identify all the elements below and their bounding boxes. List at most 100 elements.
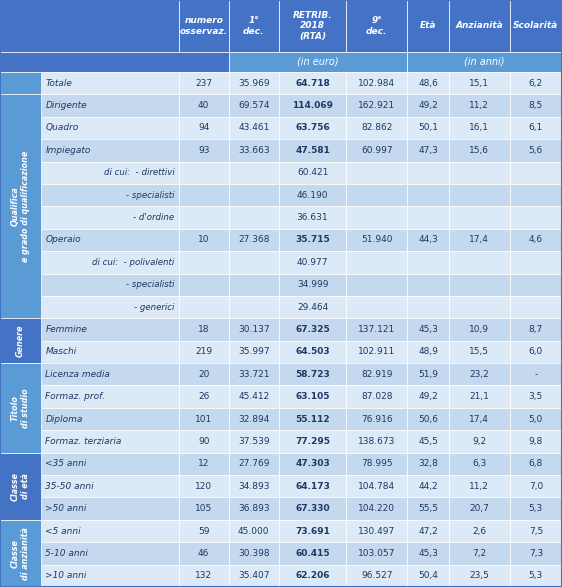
Bar — [229, 408, 279, 430]
Bar — [510, 453, 562, 475]
Bar — [510, 207, 562, 229]
Bar — [407, 52, 562, 72]
Bar — [279, 430, 346, 453]
Bar — [407, 72, 448, 95]
Bar — [346, 139, 407, 161]
Bar — [179, 340, 229, 363]
Text: 40: 40 — [198, 101, 210, 110]
Text: 36.893: 36.893 — [238, 504, 270, 513]
Bar — [346, 363, 407, 386]
Bar — [279, 95, 346, 117]
Bar — [42, 72, 179, 95]
Bar — [407, 296, 448, 318]
Bar — [407, 274, 448, 296]
Text: 219: 219 — [195, 348, 212, 356]
Bar — [448, 296, 510, 318]
Text: 69.574: 69.574 — [238, 101, 270, 110]
Text: 4,6: 4,6 — [529, 235, 543, 244]
Text: 62.206: 62.206 — [296, 571, 330, 581]
Text: 33.663: 33.663 — [238, 146, 270, 155]
Bar — [42, 340, 179, 363]
Text: 6,1: 6,1 — [529, 123, 543, 133]
Text: 130.497: 130.497 — [358, 527, 396, 535]
Bar — [179, 207, 229, 229]
Bar — [179, 139, 229, 161]
Text: 102.984: 102.984 — [359, 79, 396, 87]
Text: 47,3: 47,3 — [418, 146, 438, 155]
Bar — [279, 274, 346, 296]
Bar — [42, 497, 179, 520]
Text: 55,5: 55,5 — [418, 504, 438, 513]
Bar — [179, 565, 229, 587]
Bar — [346, 386, 407, 408]
Bar — [346, 475, 407, 497]
Bar — [407, 251, 448, 274]
Bar — [229, 386, 279, 408]
Bar — [448, 161, 510, 184]
Bar — [42, 184, 179, 207]
Text: (in euro): (in euro) — [297, 57, 339, 67]
Text: 35.997: 35.997 — [238, 348, 270, 356]
Bar — [448, 207, 510, 229]
Text: RETRIB.
2018
(RTA): RETRIB. 2018 (RTA) — [293, 11, 332, 41]
Bar — [510, 296, 562, 318]
Bar — [229, 184, 279, 207]
Bar — [42, 430, 179, 453]
Bar — [179, 184, 229, 207]
Text: Qualifica
e grado di qualificazione: Qualifica e grado di qualificazione — [11, 151, 30, 262]
Bar — [179, 117, 229, 139]
Bar — [510, 117, 562, 139]
Bar — [179, 72, 229, 95]
Bar — [407, 363, 448, 386]
Text: 77.295: 77.295 — [295, 437, 330, 446]
Text: 94: 94 — [198, 123, 210, 133]
Bar — [279, 565, 346, 587]
Bar — [448, 497, 510, 520]
Text: 17,4: 17,4 — [469, 235, 489, 244]
Bar — [510, 274, 562, 296]
Bar — [407, 453, 448, 475]
Bar — [229, 363, 279, 386]
Text: di cui:  - direttivi: di cui: - direttivi — [104, 168, 175, 177]
Bar — [448, 229, 510, 251]
Text: 32,8: 32,8 — [418, 460, 438, 468]
Text: 45,3: 45,3 — [418, 549, 438, 558]
Text: 37.539: 37.539 — [238, 437, 270, 446]
Bar — [229, 72, 279, 95]
Bar — [510, 0, 562, 52]
Bar — [407, 430, 448, 453]
Bar — [279, 184, 346, 207]
Bar — [279, 497, 346, 520]
Text: -: - — [534, 370, 537, 379]
Text: 101: 101 — [195, 414, 212, 424]
Bar — [510, 95, 562, 117]
Text: 6,0: 6,0 — [529, 348, 543, 356]
Bar — [279, 542, 346, 565]
Text: 7,5: 7,5 — [529, 527, 543, 535]
Text: 33.721: 33.721 — [238, 370, 270, 379]
Bar — [279, 408, 346, 430]
Text: 35.407: 35.407 — [238, 571, 270, 581]
Bar — [448, 117, 510, 139]
Text: 27.769: 27.769 — [238, 460, 270, 468]
Bar — [279, 453, 346, 475]
Bar — [0, 453, 42, 520]
Text: 104.220: 104.220 — [359, 504, 395, 513]
Text: 6,2: 6,2 — [529, 79, 543, 87]
Text: 63.105: 63.105 — [296, 392, 330, 401]
Bar — [229, 207, 279, 229]
Text: 59: 59 — [198, 527, 210, 535]
Bar — [279, 386, 346, 408]
Bar — [229, 52, 407, 72]
Text: 45.000: 45.000 — [238, 527, 270, 535]
Bar — [42, 296, 179, 318]
Bar — [179, 251, 229, 274]
Text: 5,0: 5,0 — [529, 414, 543, 424]
Bar — [229, 318, 279, 340]
Text: 6,8: 6,8 — [529, 460, 543, 468]
Text: di cui:  - polivalenti: di cui: - polivalenti — [92, 258, 175, 267]
Bar — [0, 363, 42, 453]
Bar — [346, 340, 407, 363]
Bar — [448, 542, 510, 565]
Bar — [407, 542, 448, 565]
